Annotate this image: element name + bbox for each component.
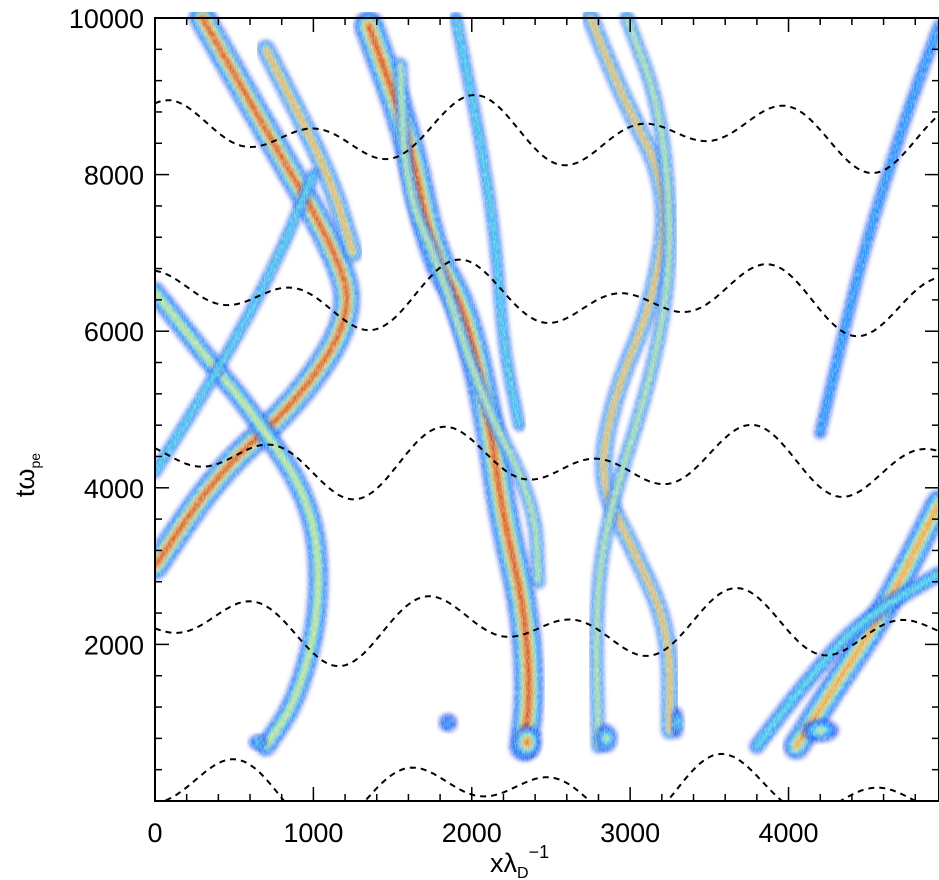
heatmap <box>155 12 939 801</box>
trajectory-3 <box>155 258 938 338</box>
x-tick-label: 2000 <box>442 818 502 848</box>
trajectory-4 <box>155 93 939 174</box>
heatmap-texture <box>155 18 939 801</box>
trajectory-1 <box>155 587 938 668</box>
x-tick-label: 3000 <box>600 818 660 848</box>
trajectory-2 <box>155 423 938 501</box>
y-tick-label: 4000 <box>84 474 144 504</box>
x-axis-label-sup: −1 <box>529 842 550 862</box>
trajectory-0 <box>159 752 918 801</box>
y-tick-label: 8000 <box>84 161 144 191</box>
y-tick-label: 6000 <box>84 317 144 347</box>
x-tick-label: 0 <box>147 818 162 848</box>
x-axis-label: xλD−1 <box>490 842 549 880</box>
x-tick-labels: 0 1000 2000 3000 4000 <box>147 818 818 848</box>
plot-frame <box>154 17 939 802</box>
y-axis-label-sub: pe <box>27 453 43 469</box>
axis-ticks <box>154 17 939 802</box>
x-tick-label: 4000 <box>758 818 818 848</box>
y-tick-label: 2000 <box>84 630 144 660</box>
trajectory-5 <box>155 0 937 7</box>
x-axis-label-sub: D <box>517 865 529 880</box>
x-axis-label-main: xλ <box>490 848 518 878</box>
y-axis-label: tωpe <box>10 453 43 497</box>
y-tick-labels: 2000 4000 6000 8000 10000 <box>69 4 144 660</box>
y-tick-label: 10000 <box>69 4 144 34</box>
y-axis-label-main: tω <box>10 468 40 497</box>
x-tick-label: 1000 <box>283 818 343 848</box>
trajectories <box>155 0 939 801</box>
